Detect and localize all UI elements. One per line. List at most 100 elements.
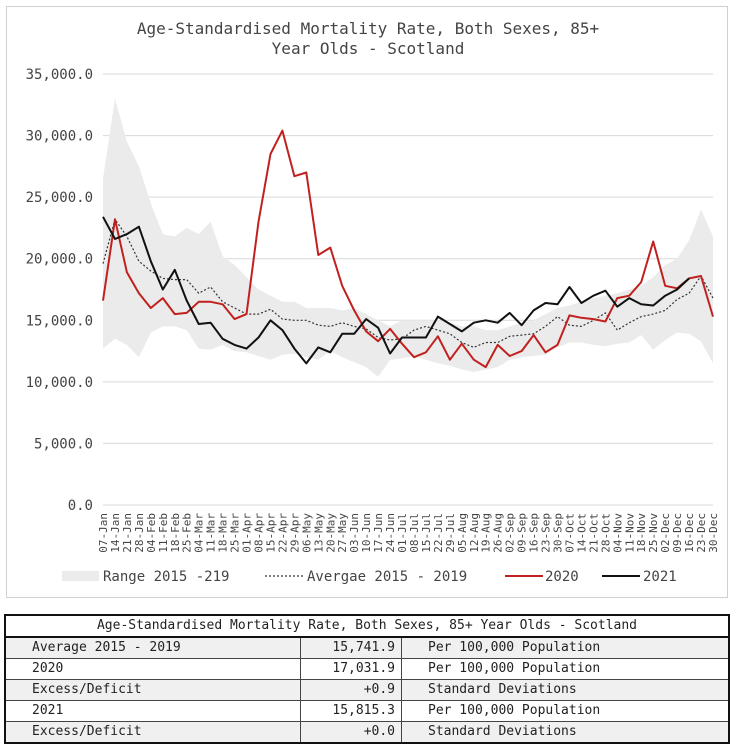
x-tick-label: 20-May bbox=[324, 513, 337, 553]
x-tick-label: 07-Oct bbox=[563, 513, 576, 553]
table-row: Excess/Deficit +0.9 Standard Deviations bbox=[4, 679, 730, 701]
summary-table-header: Age-Standardised Mortality Rate, Both Se… bbox=[4, 614, 730, 638]
x-tick-label: 26-Aug bbox=[492, 513, 505, 553]
row-value: 15,815.3 bbox=[300, 700, 402, 722]
x-tick-label: 10-Jun bbox=[360, 513, 373, 553]
row-unit: Per 100,000 Population bbox=[401, 700, 730, 722]
x-tick-label: 21-Jan bbox=[121, 513, 134, 553]
x-tick-label: 08-Apr bbox=[252, 513, 265, 553]
x-tick-label: 18-Mar bbox=[217, 513, 230, 553]
row-label: 2020 bbox=[4, 658, 301, 680]
row-unit: Per 100,000 Population bbox=[401, 658, 730, 680]
x-tick-label: 06-May bbox=[300, 513, 313, 553]
table-row: 2021 15,815.3 Per 100,000 Population bbox=[4, 700, 730, 722]
table-row: Excess/Deficit +0.0 Standard Deviations bbox=[4, 721, 730, 744]
x-tick-label: 23-Sep bbox=[540, 513, 553, 553]
legend: Range 2015 -219 Avergae 2015 - 2019 2020 20… bbox=[62, 569, 677, 585]
x-axis: 07-Jan14-Jan21-Jan28-Jan04-Feb11-Feb18-F… bbox=[97, 513, 720, 553]
row-value: +0.9 bbox=[300, 679, 402, 701]
legend-label-series: 2020 bbox=[545, 569, 579, 585]
x-tick-label: 27-May bbox=[336, 513, 349, 553]
x-tick-label: 14-Oct bbox=[575, 513, 588, 553]
x-tick-label: 30-Dec bbox=[707, 513, 720, 553]
x-tick-label: 16-Dec bbox=[683, 513, 696, 553]
x-tick-label: 25-Mar bbox=[229, 513, 242, 553]
table-row: Average 2015 - 2019 15,741.9 Per 100,000… bbox=[4, 636, 730, 659]
x-tick-label: 23-Dec bbox=[695, 513, 708, 553]
y-tick-label: 25,000.0 bbox=[26, 190, 93, 206]
legend-label-range: Range 2015 -219 bbox=[103, 569, 229, 585]
x-tick-label: 25-Nov bbox=[647, 513, 660, 553]
row-label: Average 2015 - 2019 bbox=[4, 636, 301, 659]
x-tick-label: 18-Feb bbox=[169, 513, 182, 553]
row-unit: Per 100,000 Population bbox=[401, 636, 730, 659]
x-tick-label: 24-Jun bbox=[384, 513, 397, 553]
legend-swatch-range bbox=[62, 571, 99, 581]
x-tick-label: 04-Feb bbox=[145, 513, 158, 553]
series-line-2021 bbox=[102, 216, 690, 365]
row-label: Excess/Deficit bbox=[4, 679, 301, 701]
x-tick-label: 07-Jan bbox=[97, 513, 110, 553]
x-tick-label: 25-Feb bbox=[181, 513, 194, 553]
x-tick-label: 01-Apr bbox=[241, 513, 254, 553]
row-label: Excess/Deficit bbox=[4, 721, 301, 744]
x-tick-label: 22-Jul bbox=[432, 513, 445, 553]
x-tick-label: 09-Dec bbox=[671, 513, 684, 553]
x-tick-label: 11-Feb bbox=[157, 513, 170, 553]
x-tick-label: 18-Nov bbox=[635, 513, 648, 553]
x-tick-label: 19-Aug bbox=[480, 513, 493, 553]
x-tick-label: 28-Oct bbox=[599, 513, 612, 553]
x-tick-label: 04-Nov bbox=[611, 513, 624, 553]
y-tick-label: 30,000.0 bbox=[26, 129, 93, 145]
x-tick-label: 12-Aug bbox=[468, 513, 481, 553]
legend-label-series: 2021 bbox=[643, 569, 677, 585]
chart-container: Age-Standardised Mortality Rate, Both Se… bbox=[6, 6, 728, 598]
x-tick-label: 08-Jul bbox=[408, 513, 421, 553]
x-tick-label: 05-Aug bbox=[456, 513, 469, 553]
x-tick-label: 15-Apr bbox=[264, 513, 277, 553]
row-unit: Standard Deviations bbox=[401, 679, 730, 701]
x-tick-label: 29-Jul bbox=[444, 513, 457, 553]
y-tick-label: 10,000.0 bbox=[26, 375, 93, 391]
summary-table: Age-Standardised Mortality Rate, Both Se… bbox=[4, 614, 730, 744]
chart-title-line-2: Year Olds - Scotland bbox=[272, 39, 465, 58]
y-tick-label: 0.0 bbox=[68, 498, 93, 514]
x-tick-label: 02-Dec bbox=[659, 513, 672, 553]
row-value: 17,031.9 bbox=[300, 658, 402, 680]
x-tick-label: 15-Jul bbox=[420, 513, 433, 553]
x-tick-label: 28-Jan bbox=[133, 513, 146, 553]
summary-table-title: Age-Standardised Mortality Rate, Both Se… bbox=[4, 614, 730, 638]
y-axis: 0.0 5,000.0 10,000.0 15,000.0 20,000.0 25,000… bbox=[26, 67, 93, 514]
x-tick-label: 29-Apr bbox=[288, 513, 301, 553]
x-tick-label: 01-Jul bbox=[396, 513, 409, 553]
row-unit: Standard Deviations bbox=[401, 721, 730, 744]
x-tick-label: 22-Apr bbox=[276, 513, 289, 553]
x-tick-label: 30-Sep bbox=[552, 513, 565, 553]
y-tick-label: 35,000.0 bbox=[26, 67, 93, 83]
range-band bbox=[103, 98, 713, 377]
line-chart: Age-Standardised Mortality Rate, Both Se… bbox=[26, 19, 720, 585]
x-tick-label: 03-Jun bbox=[348, 513, 361, 553]
x-tick-label: 09-Sep bbox=[516, 513, 529, 553]
y-tick-label: 15,000.0 bbox=[26, 313, 93, 329]
x-tick-label: 14-Jan bbox=[109, 513, 122, 553]
series-line-2020 bbox=[102, 129, 714, 369]
x-tick-label: 17-Jun bbox=[372, 513, 385, 553]
row-value: +0.0 bbox=[300, 721, 402, 744]
range-area bbox=[103, 98, 713, 377]
y-tick-label: 20,000.0 bbox=[26, 252, 93, 268]
x-tick-label: 11-Mar bbox=[205, 513, 218, 553]
legend-label-series: Avergae 2015 - 2019 bbox=[307, 569, 467, 585]
chart-title-line-1: Age-Standardised Mortality Rate, Both Se… bbox=[137, 19, 599, 38]
x-tick-label: 16-Sep bbox=[528, 513, 541, 553]
y-tick-label: 5,000.0 bbox=[34, 436, 93, 452]
series-lines bbox=[102, 129, 714, 369]
row-value: 15,741.9 bbox=[300, 636, 402, 659]
x-tick-label: 11-Nov bbox=[623, 513, 636, 553]
row-label: 2021 bbox=[4, 700, 301, 722]
x-tick-label: 13-May bbox=[312, 513, 325, 553]
series-line-avergae-2015-2019 bbox=[102, 218, 714, 348]
x-tick-label: 04-Mar bbox=[193, 513, 206, 553]
x-tick-label: 21-Oct bbox=[587, 513, 600, 553]
x-tick-label: 02-Sep bbox=[504, 513, 517, 553]
